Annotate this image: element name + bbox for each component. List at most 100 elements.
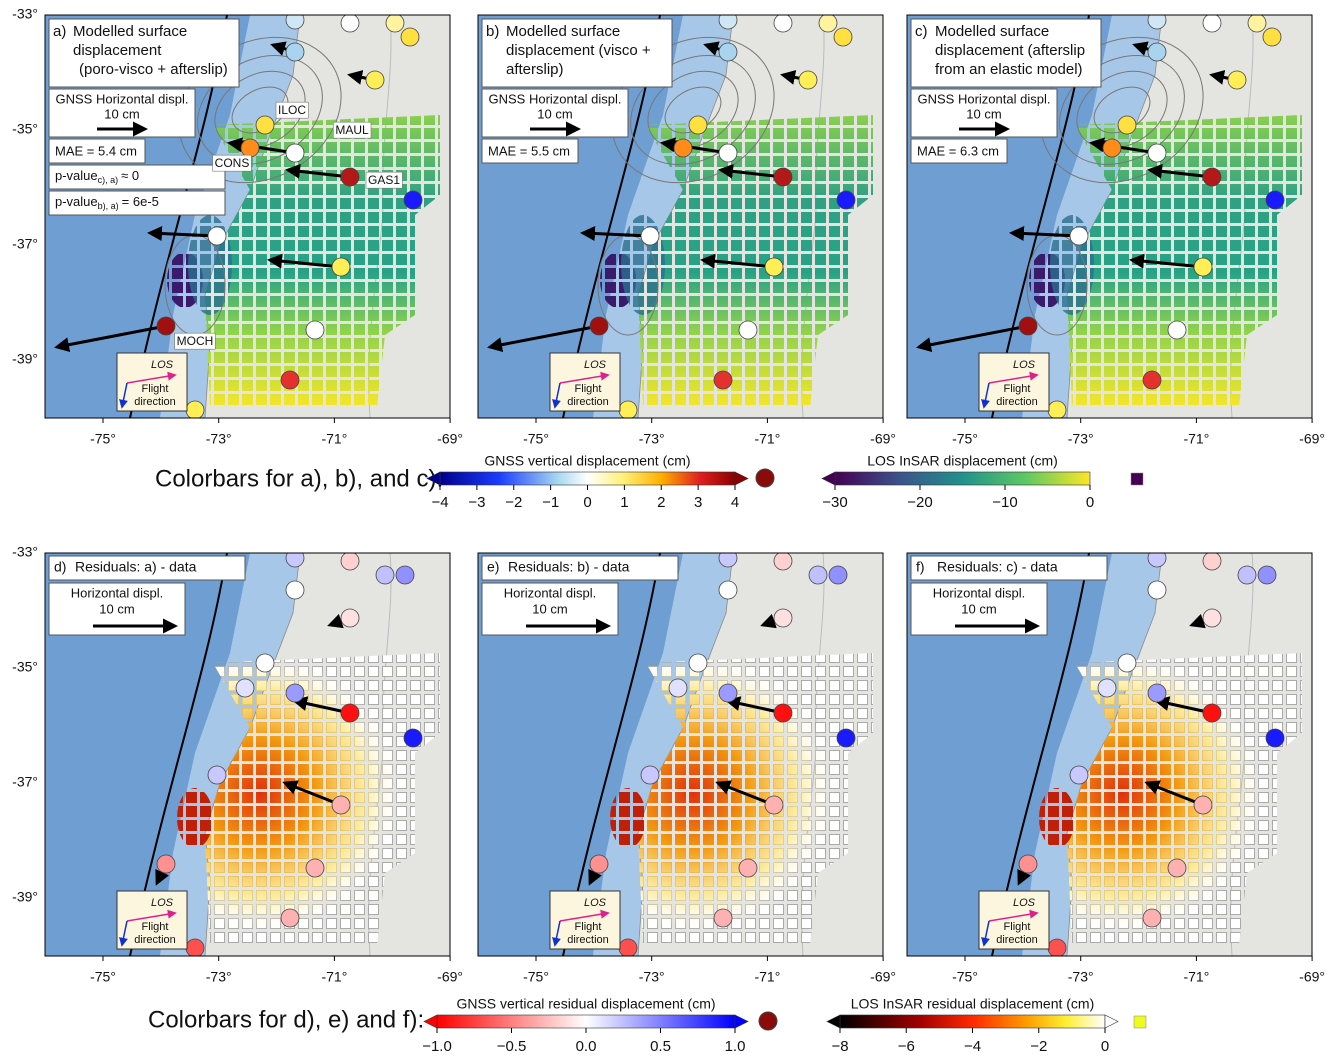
gnss-station xyxy=(1167,320,1187,340)
gnss-station xyxy=(285,553,305,568)
x-tick-label: -73° xyxy=(1068,431,1094,447)
map-content: f) Residuals: c) - data Horizontal displ.1… xyxy=(907,553,1312,956)
panel-title: from an elastic model) xyxy=(935,61,1083,78)
gnss-station xyxy=(798,70,818,90)
x-tick-label: -75° xyxy=(90,969,116,985)
colorbar xyxy=(436,1014,736,1029)
colorbar-title: LOS InSAR displacement (cm) xyxy=(867,453,1058,469)
gnss-arrow xyxy=(54,324,167,353)
gnss-arrow xyxy=(147,226,218,242)
map-panel: c) Modelled surface displacement (aftersli… xyxy=(906,14,1313,419)
x-tick-label: -75° xyxy=(523,431,549,447)
flight-label: Flight xyxy=(142,921,169,933)
gnss-station xyxy=(1262,27,1282,47)
gnss-station xyxy=(207,226,227,246)
gnss-station xyxy=(156,316,176,336)
gnss-station xyxy=(836,728,856,748)
flight-label: Flight xyxy=(575,921,602,933)
gnss-station xyxy=(718,553,738,568)
x-tick-label: -71° xyxy=(754,431,780,447)
colorbar-extend xyxy=(821,471,836,486)
pvalue-suffix: ≈ 0 xyxy=(121,168,139,183)
gnss-station xyxy=(773,167,793,187)
gnss-station xyxy=(673,138,693,158)
colorbar-tick-label: 2 xyxy=(657,494,665,511)
colorbar-extend xyxy=(734,1014,749,1029)
legend-scale: 10 cm xyxy=(961,601,996,616)
gnss-arrow xyxy=(580,226,651,242)
title-box xyxy=(910,18,1102,88)
colorbar-tick-label: −4 xyxy=(431,494,448,511)
gnss-station xyxy=(640,226,660,246)
map-content: e) Residuals: b) - data Horizontal displ.1… xyxy=(478,553,883,956)
station-label: MAUL xyxy=(335,123,369,137)
flight-label: Flight xyxy=(142,383,169,395)
panel-title: afterslip) xyxy=(506,61,564,78)
gnss-station xyxy=(1018,854,1038,874)
gnss-station xyxy=(718,42,738,62)
gnss-station xyxy=(618,400,638,418)
station-label: CONS xyxy=(215,156,250,170)
gnss-station xyxy=(1102,138,1122,158)
gnss-station xyxy=(640,765,660,785)
gnss-station xyxy=(1097,678,1117,698)
panel-label: d) xyxy=(54,559,66,575)
legend-scale: 10 cm xyxy=(99,601,134,616)
y-tick-label: -37° xyxy=(12,236,38,252)
title-box xyxy=(48,555,246,581)
colorbar-tick-label: 0 xyxy=(583,494,591,511)
colorbar-symbol xyxy=(755,468,775,488)
x-tick-label: -75° xyxy=(90,431,116,447)
y-tick-label: -33° xyxy=(12,544,38,560)
los-label: LOS xyxy=(1013,897,1036,909)
gnss-station xyxy=(207,765,227,785)
colorbar xyxy=(439,471,736,486)
panel-frame xyxy=(44,552,451,957)
gnss-station xyxy=(668,678,688,698)
title-box xyxy=(48,18,240,88)
colorbar-tick-label: −30 xyxy=(822,494,847,511)
gnss-station xyxy=(285,143,305,163)
panel-title: displacement xyxy=(73,42,162,59)
insar-field xyxy=(1067,115,1302,407)
x-tick-label: -69° xyxy=(1299,969,1325,985)
x-tick-label: -73° xyxy=(639,969,665,985)
panel-title: Residuals: c) - data xyxy=(937,559,1058,575)
colorbar-symbol xyxy=(1130,472,1144,486)
panel-label: f) xyxy=(916,559,925,575)
gnss-station xyxy=(285,15,305,30)
gnss-station xyxy=(1265,190,1285,210)
colorbar-tick-label: −6 xyxy=(898,1038,915,1055)
gnss-station xyxy=(305,858,325,878)
panel-frame xyxy=(906,14,1313,419)
gnss-station xyxy=(340,553,360,571)
gnss-arrow xyxy=(267,253,342,269)
gnss-station xyxy=(738,858,758,878)
flight-label: direction xyxy=(996,396,1038,408)
gnss-station xyxy=(395,565,415,585)
title-box xyxy=(481,18,673,88)
gnss-station xyxy=(1202,15,1222,33)
gnss-station xyxy=(1069,765,1089,785)
gnss-station xyxy=(400,27,420,47)
colorbar-tick-label: −2 xyxy=(505,494,522,511)
los-arrow xyxy=(126,371,177,384)
panel-title: Modelled surface xyxy=(506,23,620,40)
x-tick-label: -75° xyxy=(523,969,549,985)
gnss-station xyxy=(331,257,351,277)
panel-label: a) xyxy=(53,23,66,40)
los-label: LOS xyxy=(1013,359,1036,371)
gnss-station xyxy=(1147,553,1167,568)
gnss-station xyxy=(1227,70,1247,90)
colorbar-tick-label: −8 xyxy=(831,1038,848,1055)
gnss-station xyxy=(1117,653,1137,673)
legend-scale: 10 cm xyxy=(537,106,572,121)
map-content: b) Modelled surface displacement (visco + a… xyxy=(478,15,883,418)
gnss-station xyxy=(280,908,300,928)
gnss-station xyxy=(1147,42,1167,62)
panel-frame xyxy=(477,14,884,419)
station-label-box xyxy=(333,121,372,139)
colorbar-extend xyxy=(423,1014,438,1029)
map-panel: f) Residuals: c) - data Horizontal displ.1… xyxy=(906,552,1313,957)
gnss-station xyxy=(764,257,784,277)
